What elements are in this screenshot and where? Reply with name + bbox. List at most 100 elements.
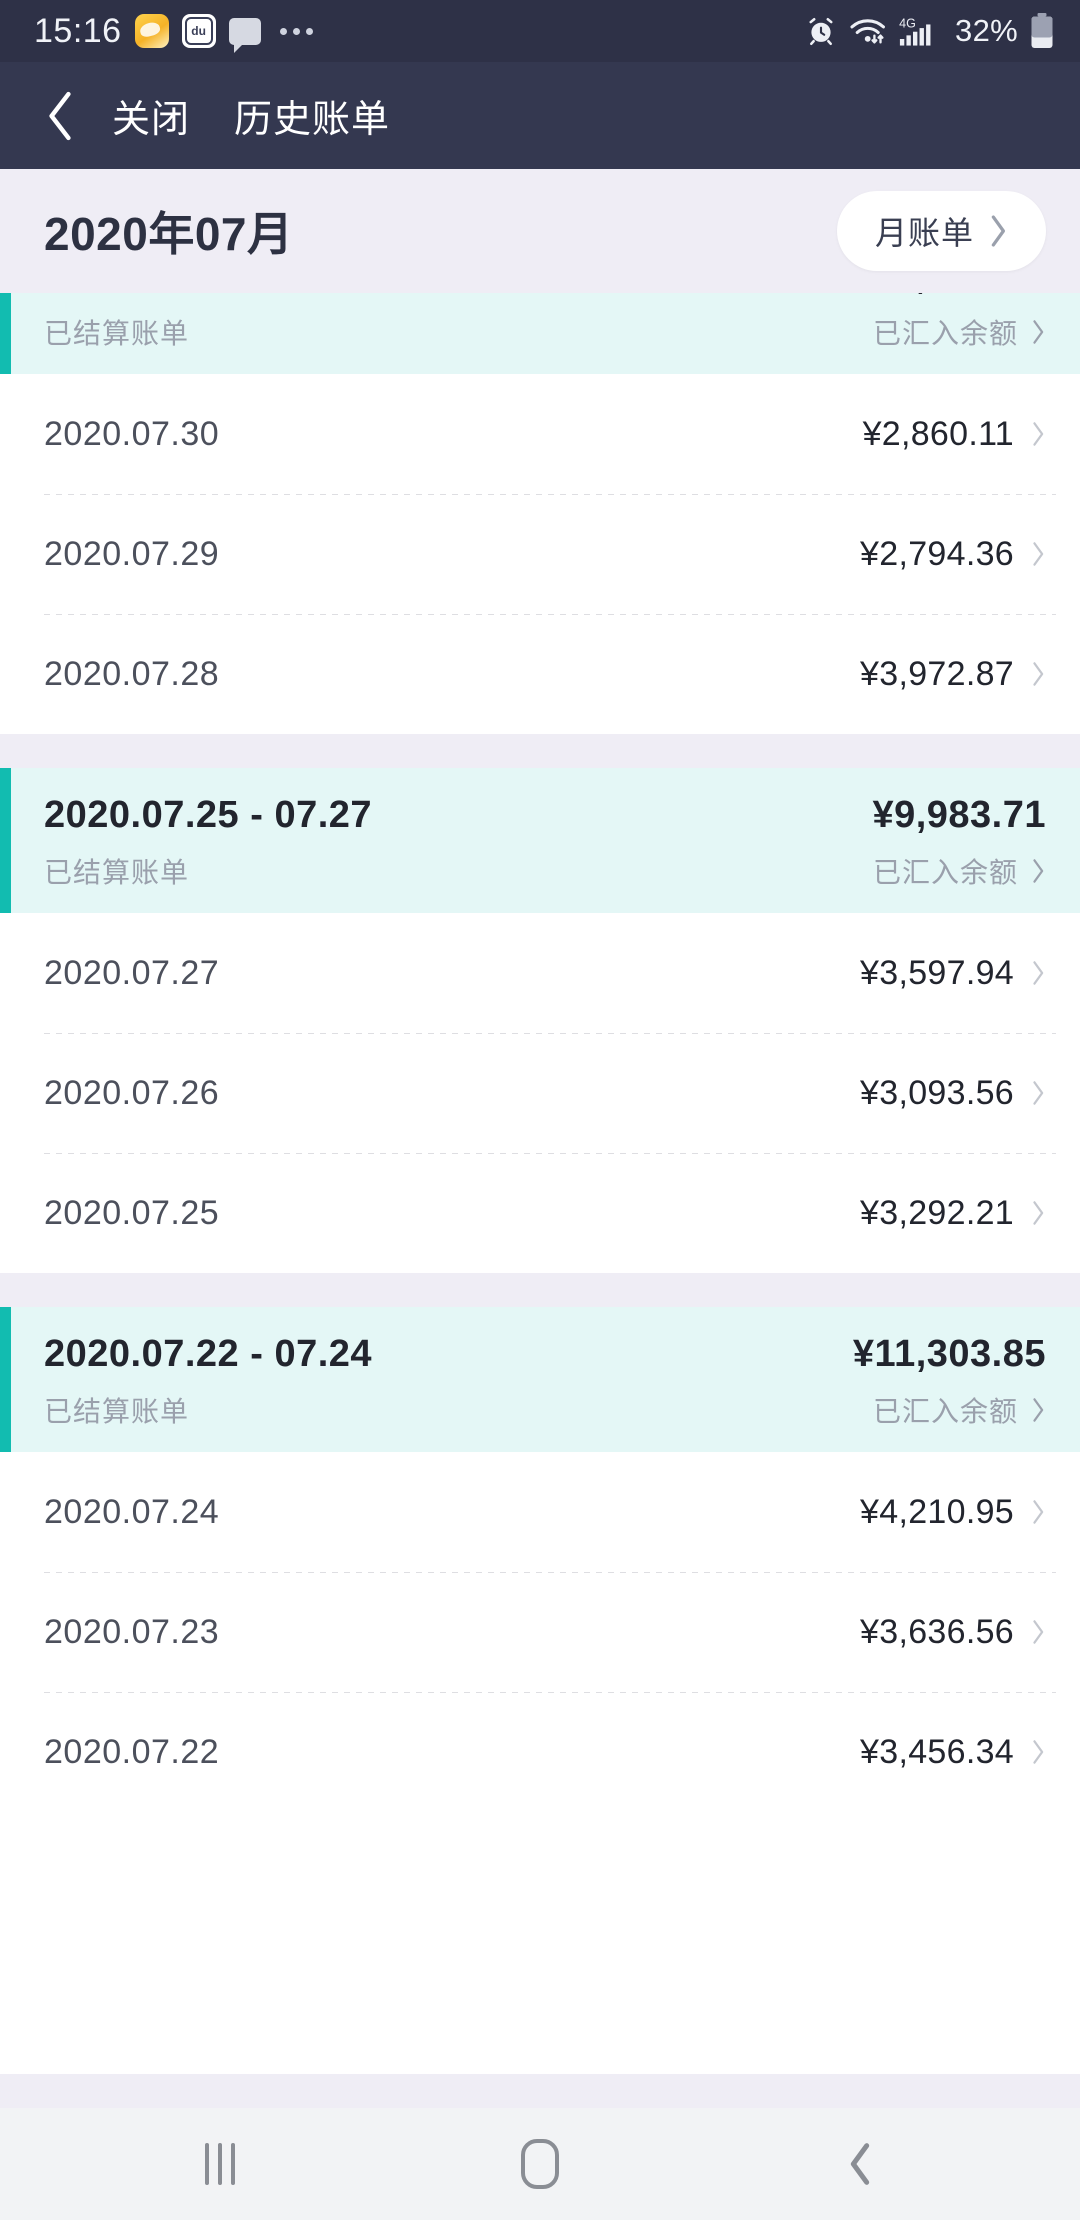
row-date: 2020.07.24 — [44, 1492, 220, 1531]
row-amount: ¥3,456.34 — [860, 1732, 1014, 1771]
group-total-amount: ¥9,983.71 — [872, 794, 1046, 836]
weather-app-icon — [134, 14, 169, 48]
row-amount: ¥4,210.95 — [860, 1492, 1014, 1531]
month-header: 2020年07月 月账单 — [0, 169, 1080, 293]
back-icon[interactable] — [800, 2108, 920, 2220]
message-icon — [228, 17, 261, 53]
chevron-right-icon — [1030, 421, 1046, 447]
group-gap — [0, 1273, 1080, 1307]
table-row[interactable]: 2020.07.26 ¥3,093.56 — [44, 1033, 1056, 1153]
status-clock: 15:16 — [34, 11, 122, 50]
chevron-right-icon — [1030, 661, 1046, 687]
group-status-link[interactable]: 已汇入余额 — [873, 851, 1046, 891]
chevron-right-icon — [1030, 1739, 1046, 1765]
row-amount: ¥3,093.56 — [860, 1073, 1014, 1112]
table-row[interactable]: 2020.07.25 ¥3,292.21 — [44, 1153, 1056, 1273]
list-bottom-spacer — [0, 2074, 1080, 2108]
row-date: 2020.07.29 — [44, 534, 220, 573]
table-row[interactable]: 2020.07.29 ¥2,794.36 — [44, 494, 1056, 614]
group-status-label: 已汇入余额 — [872, 318, 1018, 349]
home-icon[interactable] — [480, 2108, 600, 2220]
baidu-paw-label: du — [184, 17, 213, 45]
chevron-right-icon — [1030, 1080, 1046, 1106]
bill-list[interactable]: 2020.07.28 - 07.30 ¥9,627.34 已结算账单 已汇入余额… — [0, 293, 1080, 2074]
group-header[interactable]: 2020.07.22 - 07.24 ¥11,303.85 已结算账单 已汇入余… — [0, 1307, 1080, 1452]
alarm-icon — [805, 15, 837, 47]
group-date-range: 2020.07.22 - 07.24 — [44, 1333, 373, 1375]
app-nav-bar: 关闭 历史账单 — [0, 62, 1080, 169]
chevron-right-icon — [1030, 541, 1046, 567]
group-settled-label: 已结算账单 — [44, 1396, 190, 1427]
group-settled-label: 已结算账单 — [44, 318, 190, 349]
group-header[interactable]: 2020.07.25 - 07.27 ¥9,983.71 已结算账单 已汇入余额 — [0, 768, 1080, 913]
chevron-right-icon — [1030, 1499, 1046, 1525]
chevron-right-icon — [1030, 858, 1046, 884]
battery-percent: 32% — [955, 13, 1018, 48]
battery-icon — [1030, 13, 1054, 49]
group-header[interactable]: 2020.07.28 - 07.30 ¥9,627.34 已结算账单 已汇入余额 — [0, 293, 1080, 374]
baidu-app-icon: du — [181, 14, 216, 48]
row-amount: ¥3,972.87 — [860, 654, 1014, 693]
row-amount: ¥3,597.94 — [860, 953, 1014, 992]
svg-text:4G: 4G — [899, 17, 916, 31]
group-date-range: 2020.07.25 - 07.27 — [44, 794, 373, 836]
system-navigation-bar — [0, 2108, 1080, 2220]
status-bar: 15:16 du — [0, 0, 1080, 62]
row-amount: ¥2,860.11 — [862, 414, 1014, 453]
group-status-label: 已汇入余额 — [872, 1396, 1018, 1427]
close-label[interactable]: 关闭 — [112, 99, 191, 141]
group-status-label: 已汇入余额 — [872, 857, 1018, 888]
group-rows: 2020.07.30 ¥2,860.11 2020.07.29 ¥2,794.3… — [0, 374, 1080, 734]
table-row[interactable]: 2020.07.27 ¥3,597.94 — [44, 913, 1046, 1033]
chevron-left-icon[interactable] — [38, 88, 82, 144]
chevron-right-icon — [988, 214, 1008, 248]
group-settled-label: 已结算账单 — [44, 857, 190, 888]
row-date: 2020.07.27 — [44, 953, 220, 992]
chevron-right-icon — [1030, 960, 1046, 986]
row-right: ¥2,794.36 — [860, 535, 1046, 574]
chevron-right-icon — [1030, 1200, 1046, 1226]
group-total-amount: ¥11,303.85 — [852, 1333, 1046, 1375]
group-rows: 2020.07.24 ¥4,210.95 2020.07.23 ¥3,636.5… — [0, 1452, 1080, 1812]
month-title: 2020年07月 — [44, 208, 294, 260]
table-row[interactable]: 2020.07.30 ¥2,860.11 — [44, 374, 1046, 494]
signal-4g-icon: 4G — [899, 15, 943, 47]
monthly-bill-button[interactable]: 月账单 — [836, 191, 1046, 271]
row-date: 2020.07.26 — [44, 1073, 220, 1112]
group-date-range: 2020.07.28 - 07.30 — [44, 293, 372, 298]
table-row[interactable]: 2020.07.28 ¥3,972.87 — [44, 614, 1056, 734]
row-right: ¥3,636.56 — [860, 1613, 1046, 1652]
status-bar-right: 4G 32% — [805, 13, 1054, 49]
wifi-icon — [849, 15, 887, 47]
table-row[interactable]: 2020.07.23 ¥3,636.56 — [44, 1572, 1056, 1692]
group-status-link[interactable]: 已汇入余额 — [873, 1390, 1046, 1430]
group-total-amount: ¥9,627.34 — [872, 293, 1046, 298]
table-row[interactable]: 2020.07.22 ¥3,456.34 — [44, 1692, 1056, 1812]
monthly-bill-label: 月账单 — [874, 215, 974, 251]
status-bar-left: 15:16 du — [34, 11, 313, 53]
row-right: ¥3,456.34 — [860, 1733, 1046, 1772]
page-title: 历史账单 — [234, 99, 391, 141]
chevron-right-icon — [1030, 319, 1046, 345]
row-date: 2020.07.22 — [44, 1732, 220, 1771]
table-row[interactable]: 2020.07.24 ¥4,210.95 — [44, 1452, 1046, 1572]
group-rows: 2020.07.27 ¥3,597.94 2020.07.26 ¥3,093.5… — [0, 913, 1080, 1273]
chevron-right-icon — [1030, 1397, 1046, 1423]
row-right: ¥3,093.56 — [860, 1074, 1046, 1113]
row-right: ¥4,210.95 — [860, 1493, 1046, 1532]
row-date: 2020.07.30 — [44, 414, 220, 453]
row-amount: ¥3,292.21 — [860, 1193, 1014, 1232]
row-amount: ¥3,636.56 — [860, 1612, 1014, 1651]
recents-icon[interactable] — [160, 2108, 280, 2220]
row-right: ¥2,860.11 — [863, 415, 1046, 454]
group-status-link[interactable]: 已汇入余额 — [873, 312, 1046, 352]
chevron-right-icon — [1030, 1619, 1046, 1645]
row-right: ¥3,972.87 — [860, 655, 1046, 694]
row-right: ¥3,597.94 — [860, 954, 1046, 993]
row-date: 2020.07.25 — [44, 1193, 220, 1232]
row-date: 2020.07.28 — [44, 654, 220, 693]
row-date: 2020.07.23 — [44, 1612, 220, 1651]
row-amount: ¥2,794.36 — [860, 534, 1014, 573]
group-gap — [0, 734, 1080, 768]
